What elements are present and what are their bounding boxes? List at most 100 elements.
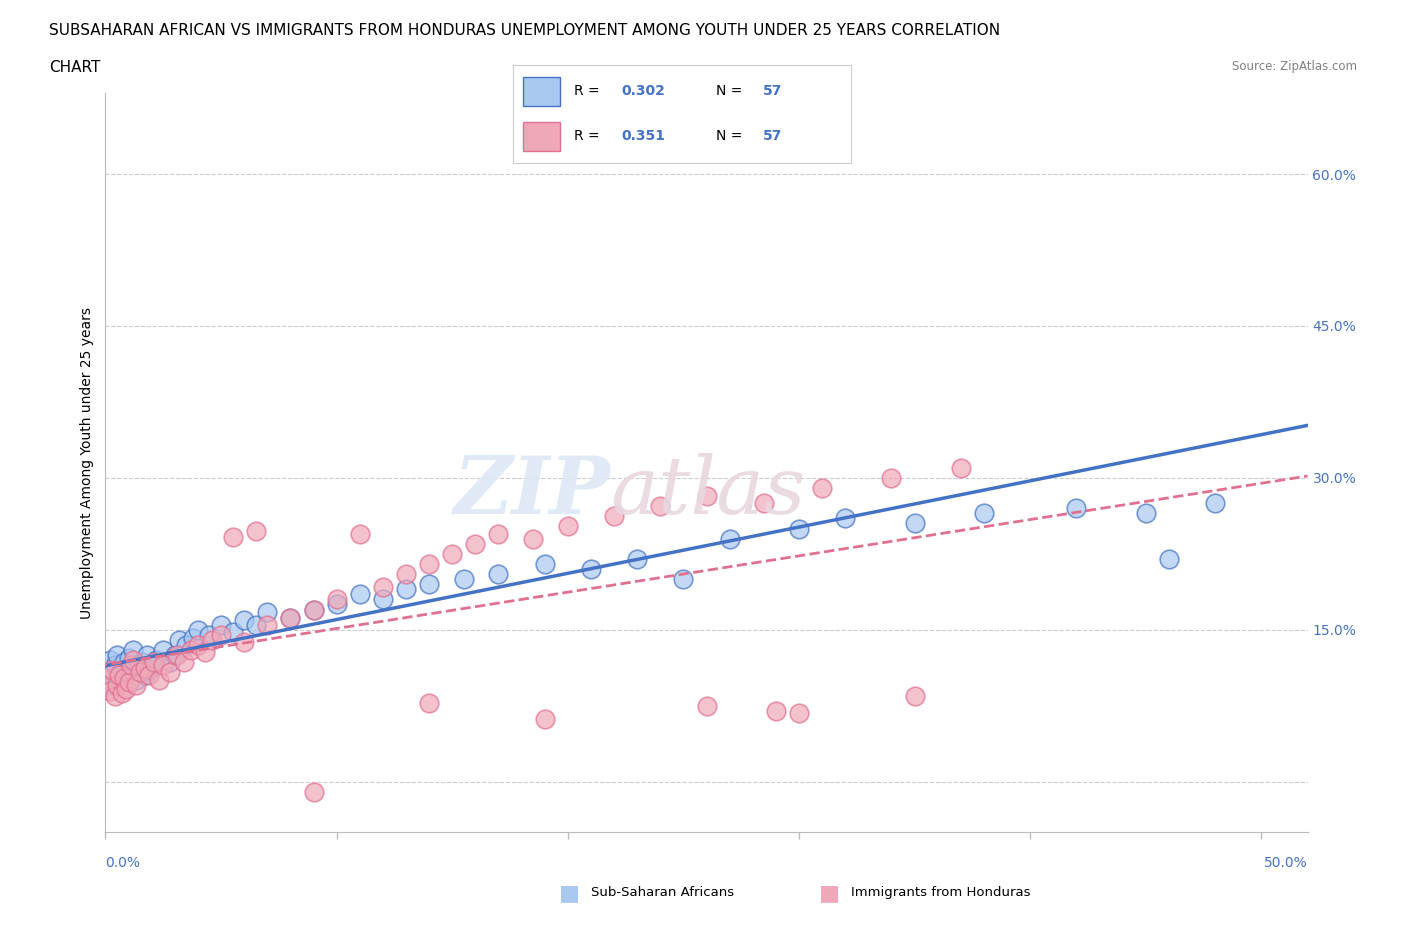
Point <box>418 556 440 571</box>
Point <box>138 668 160 683</box>
Text: 0.351: 0.351 <box>621 129 665 143</box>
Point <box>134 661 156 676</box>
Point <box>117 675 139 690</box>
Point <box>101 663 124 678</box>
Point <box>111 663 134 678</box>
Point <box>134 668 156 683</box>
Point <box>201 632 224 647</box>
Point <box>787 521 810 536</box>
Point <box>115 665 138 680</box>
Text: Source: ZipAtlas.com: Source: ZipAtlas.com <box>1232 60 1357 73</box>
Point <box>765 703 787 718</box>
Point <box>143 655 166 670</box>
Point <box>159 655 181 670</box>
Point <box>787 705 810 720</box>
Point <box>181 631 204 645</box>
Point <box>112 671 135 685</box>
Point <box>163 647 186 662</box>
Text: ■: ■ <box>560 883 579 903</box>
Point <box>579 562 602 577</box>
Text: 0.0%: 0.0% <box>105 856 141 870</box>
Point <box>395 582 418 597</box>
Y-axis label: Unemployment Among Youth under 25 years: Unemployment Among Youth under 25 years <box>80 307 94 618</box>
Point <box>280 610 302 625</box>
FancyBboxPatch shape <box>523 122 561 151</box>
Point <box>650 498 672 513</box>
Point <box>418 577 440 591</box>
Text: ■: ■ <box>820 883 839 903</box>
Point <box>1135 506 1157 521</box>
Point <box>152 643 174 658</box>
Point <box>104 688 127 703</box>
Text: 57: 57 <box>763 85 782 99</box>
Point <box>718 531 741 546</box>
Point <box>221 624 243 639</box>
Point <box>124 678 146 693</box>
Point <box>129 665 152 680</box>
Point <box>104 658 127 672</box>
Point <box>626 551 648 566</box>
Point <box>198 628 221 643</box>
Text: Immigrants from Honduras: Immigrants from Honduras <box>851 886 1031 899</box>
Point <box>159 665 181 680</box>
Point <box>533 711 555 726</box>
Point <box>418 696 440 711</box>
Text: N =: N = <box>716 129 747 143</box>
Point <box>245 618 267 632</box>
Point <box>880 471 903 485</box>
Point <box>533 556 555 571</box>
Point <box>187 622 209 637</box>
Point <box>371 579 394 594</box>
FancyBboxPatch shape <box>523 77 561 106</box>
Point <box>122 653 145 668</box>
Point <box>111 685 134 700</box>
Point <box>131 655 153 670</box>
Point <box>115 681 138 696</box>
Point <box>120 658 142 672</box>
Text: R =: R = <box>574 129 605 143</box>
Point <box>973 506 995 521</box>
Point <box>325 592 347 607</box>
Point <box>97 673 120 688</box>
Text: atlas: atlas <box>610 454 806 531</box>
Point <box>371 592 394 607</box>
Point <box>152 658 174 672</box>
Point <box>754 496 776 511</box>
Point <box>105 647 128 662</box>
Point <box>166 647 188 662</box>
Point <box>949 460 972 475</box>
Point <box>221 529 243 544</box>
Point <box>122 643 145 658</box>
Point <box>349 526 371 541</box>
Point <box>464 537 486 551</box>
Point <box>209 628 232 643</box>
Point <box>488 566 510 581</box>
Point <box>108 668 131 683</box>
Text: 50.0%: 50.0% <box>1264 856 1308 870</box>
Point <box>138 663 160 678</box>
Point <box>129 665 152 680</box>
Point <box>1157 551 1180 566</box>
Point <box>98 684 121 698</box>
Point <box>105 678 128 693</box>
Point <box>280 610 302 625</box>
Text: 57: 57 <box>763 129 782 143</box>
Point <box>395 566 418 581</box>
Point <box>325 597 347 612</box>
Point <box>1066 501 1088 516</box>
Point <box>233 634 256 649</box>
Point <box>173 655 195 670</box>
Point <box>695 488 717 503</box>
Text: SUBSAHARAN AFRICAN VS IMMIGRANTS FROM HONDURAS UNEMPLOYMENT AMONG YOUTH UNDER 25: SUBSAHARAN AFRICAN VS IMMIGRANTS FROM HO… <box>49 23 1000 38</box>
Point <box>488 526 510 541</box>
Point <box>97 668 120 683</box>
Text: Sub-Saharan Africans: Sub-Saharan Africans <box>591 886 734 899</box>
Text: 0.302: 0.302 <box>621 85 665 99</box>
Point <box>256 618 278 632</box>
Point <box>453 572 475 587</box>
Point <box>302 602 325 617</box>
Point <box>557 519 579 534</box>
Point <box>176 638 198 653</box>
Point <box>245 523 267 538</box>
Text: ZIP: ZIP <box>454 454 610 531</box>
